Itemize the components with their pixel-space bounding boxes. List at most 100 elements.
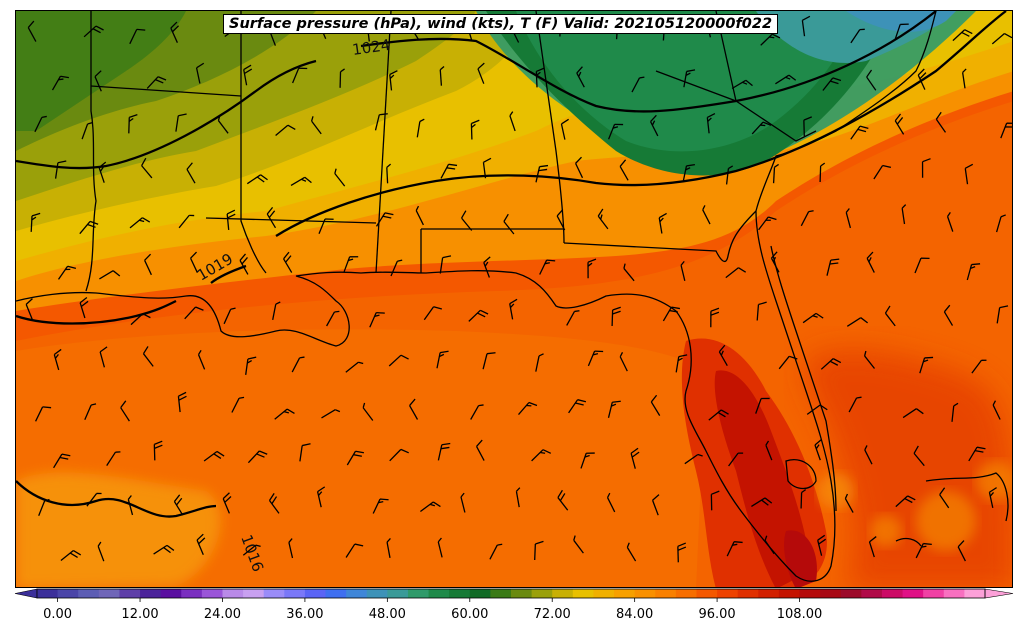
wind-barb [79, 296, 89, 319]
wind-barb [758, 216, 777, 231]
wind-barb [966, 263, 981, 281]
colorbar-cell [387, 589, 409, 598]
wind-barb [751, 121, 772, 135]
wind-barb [731, 79, 753, 90]
wind-barb [222, 492, 232, 514]
wind-barb [483, 256, 491, 278]
wind-barb [25, 298, 33, 320]
wind-barb [957, 540, 966, 562]
wind-barb [153, 544, 175, 555]
wind-barb [894, 23, 909, 40]
colorbar-cell [346, 589, 368, 598]
colorbar-cell [490, 589, 512, 598]
wind-barb [539, 259, 556, 275]
wind-barb [243, 64, 253, 86]
wind-barb [477, 62, 485, 84]
wind-barb [94, 70, 102, 92]
wind-barb [460, 492, 466, 513]
wind-barb [470, 404, 484, 420]
wind-barb [186, 162, 196, 184]
colorbar-cell [325, 589, 347, 598]
wind-barb [345, 361, 364, 373]
wind-barb [952, 29, 973, 42]
wind-barb [725, 165, 734, 185]
wind-barb [684, 453, 703, 465]
wind-barb [611, 306, 621, 327]
wind-barb [439, 65, 445, 86]
wind-barb [439, 255, 452, 274]
wind-barb [943, 304, 954, 326]
wind-barb [915, 542, 932, 559]
wind-barb [128, 114, 138, 134]
wind-barb [534, 540, 544, 561]
wind-barb [819, 162, 826, 183]
colorbar-cell [140, 589, 162, 598]
wind-barb [626, 542, 637, 562]
wind-barb [195, 62, 205, 84]
wind-barb [814, 439, 822, 461]
colorbar-cell [78, 589, 100, 598]
wind-barb [946, 211, 954, 232]
colorbar-tick-label: 12.00 [121, 607, 158, 622]
wind-barb [800, 210, 814, 227]
wind-barb [844, 493, 854, 513]
wind-barb [864, 445, 873, 465]
temperature-field [16, 11, 1012, 587]
wind-barb [416, 118, 425, 138]
wind-barb [817, 534, 827, 556]
wind-barb [437, 442, 451, 461]
wind-barb [935, 111, 947, 133]
wind-barb [203, 450, 225, 462]
wind-barb [509, 111, 516, 132]
wind-barb [316, 486, 326, 508]
wind-barb [535, 353, 544, 372]
wind-barb [54, 160, 67, 179]
wind-barb [662, 306, 681, 322]
wind-barb [760, 33, 781, 46]
wind-barb [53, 348, 62, 371]
wind-barb [682, 163, 695, 182]
colorbar-cell [655, 589, 677, 598]
wind-barb [409, 398, 419, 420]
wind-barb [710, 307, 720, 328]
colorbar-cell [593, 589, 615, 598]
wind-barb [489, 543, 503, 560]
wind-barb [38, 498, 50, 516]
wind-barb [921, 158, 931, 178]
wind-barb [728, 452, 744, 467]
colorbar-cell [923, 589, 945, 598]
wind-barb [675, 354, 688, 373]
colorbar-cell [799, 589, 821, 598]
wind-barb [468, 309, 489, 322]
wind-barb [334, 168, 346, 187]
wind-barb [619, 351, 628, 372]
wind-barb [718, 344, 728, 367]
colorbar-cell [552, 589, 574, 598]
wind-barb [850, 125, 869, 140]
wind-barb [99, 270, 121, 280]
wind-barb [86, 492, 102, 507]
wind-barb [866, 251, 875, 273]
colorbar-cell [201, 589, 223, 598]
wind-barb [846, 317, 869, 327]
wind-barb [801, 15, 811, 37]
isobar-1024 [360, 11, 937, 113]
wind-barb [388, 354, 409, 367]
wind-barb [556, 209, 566, 231]
wind-barb [961, 68, 967, 89]
colorbar-cell [366, 589, 388, 598]
wind-barb [175, 113, 187, 132]
wind-barb [575, 156, 584, 179]
wind-barb [863, 350, 876, 369]
colorbar-cell [57, 589, 79, 598]
wind-barb [913, 445, 925, 467]
wind-barb [919, 356, 934, 374]
wind-barb [607, 400, 621, 418]
wind-barbs [25, 15, 1012, 563]
wind-barb [515, 487, 521, 508]
wind-barb [372, 498, 389, 514]
wind-barb [386, 163, 392, 184]
colorbar-cell [181, 589, 203, 598]
wind-barb [57, 265, 77, 280]
wind-barb [894, 113, 905, 135]
